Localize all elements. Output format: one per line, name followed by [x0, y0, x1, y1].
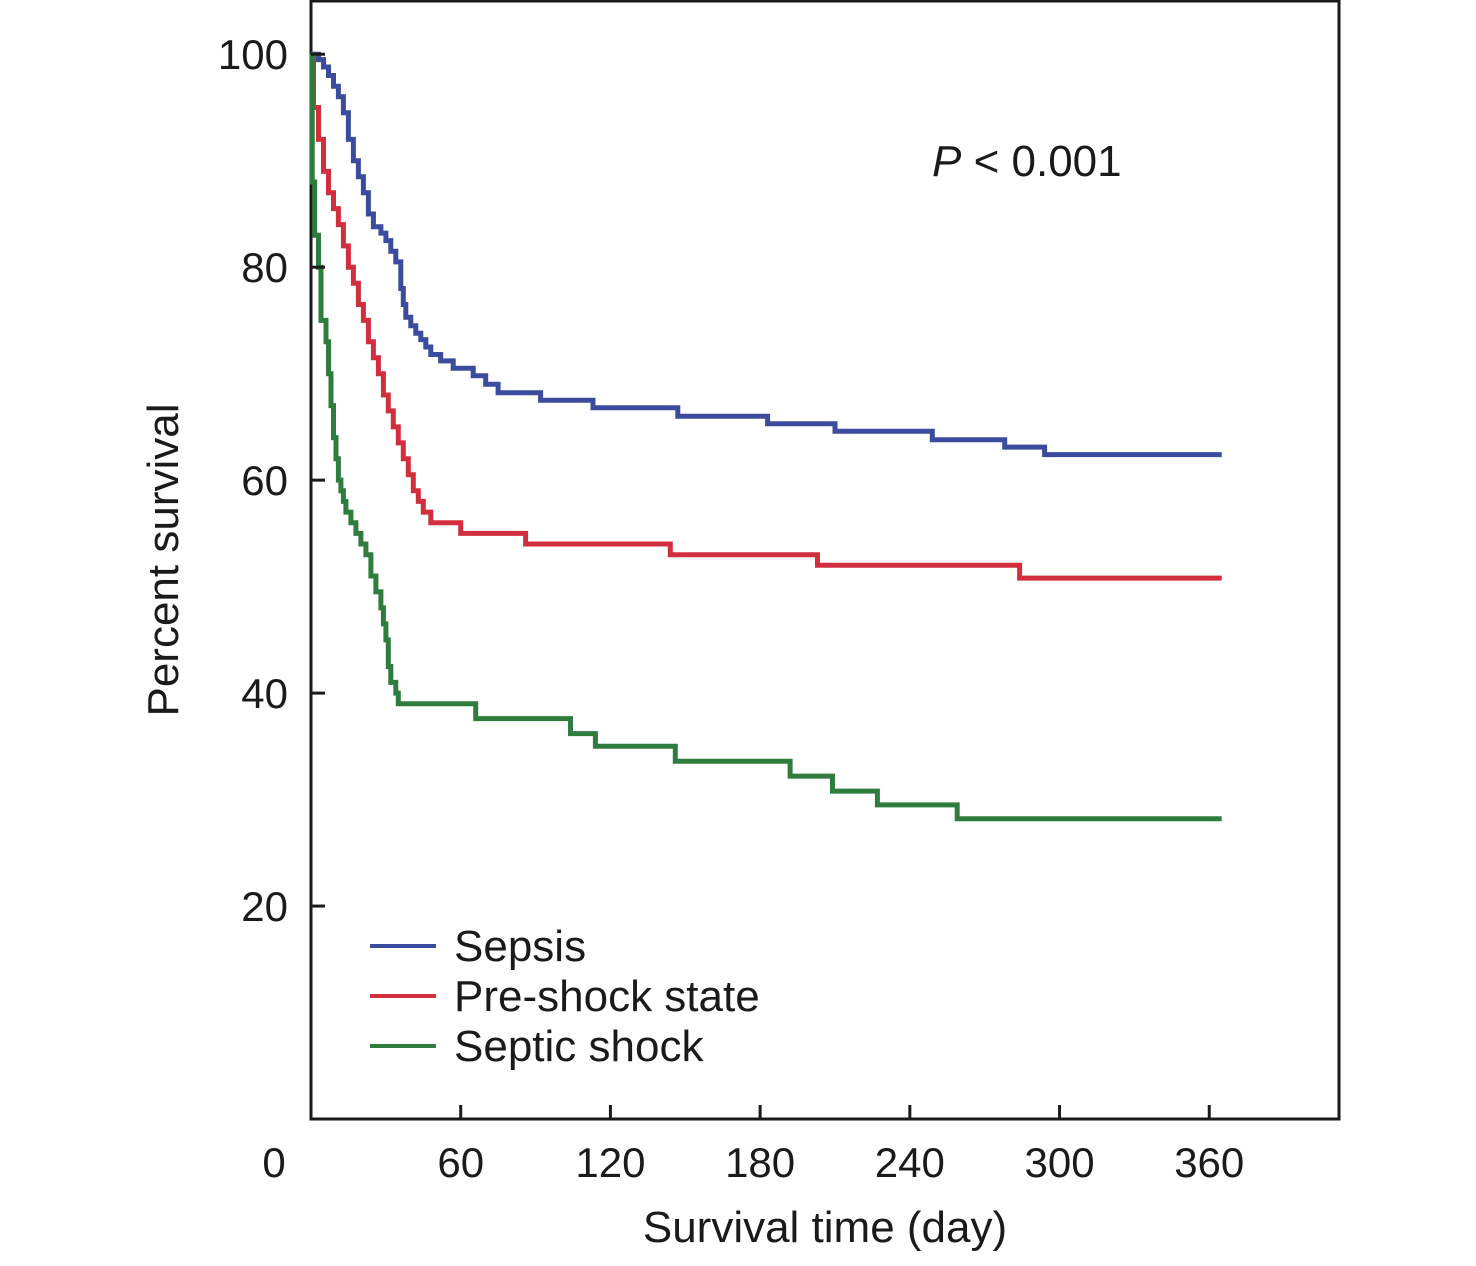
- p-value-annotation: P < 0.001: [932, 137, 1122, 186]
- y-tick-label: 60: [241, 457, 288, 504]
- y-axis-title: Percent survival: [139, 403, 188, 716]
- legend-label: Septic shock: [454, 1022, 704, 1071]
- series-line-3: [309, 51, 1222, 822]
- x-tick-label: 360: [1174, 1139, 1244, 1186]
- x-tick-label: 180: [725, 1139, 795, 1186]
- y-tick-label: 100: [218, 31, 288, 78]
- y-axis: 20 40 60 80 100: [218, 31, 325, 930]
- y-tick-label: 20: [241, 883, 288, 930]
- survival-curves: [309, 51, 1222, 822]
- origin-label: 0: [262, 1139, 285, 1186]
- series-line-2: [311, 51, 1222, 581]
- y-tick-label: 40: [241, 670, 288, 717]
- legend-label: Sepsis: [454, 922, 586, 971]
- x-tick-label: 60: [437, 1139, 484, 1186]
- y-tick-label: 80: [241, 244, 288, 291]
- x-axis-title: Survival time (day): [643, 1203, 1007, 1252]
- x-axis: 60 120 180 240 300 360 0: [262, 1105, 1244, 1186]
- x-tick-label: 240: [875, 1139, 945, 1186]
- plot-frame: [309, 0, 1341, 1121]
- x-tick-label: 300: [1025, 1139, 1095, 1186]
- legend-label: Pre-shock state: [454, 972, 760, 1021]
- x-tick-label: 120: [575, 1139, 645, 1186]
- series-line-1: [311, 51, 1222, 458]
